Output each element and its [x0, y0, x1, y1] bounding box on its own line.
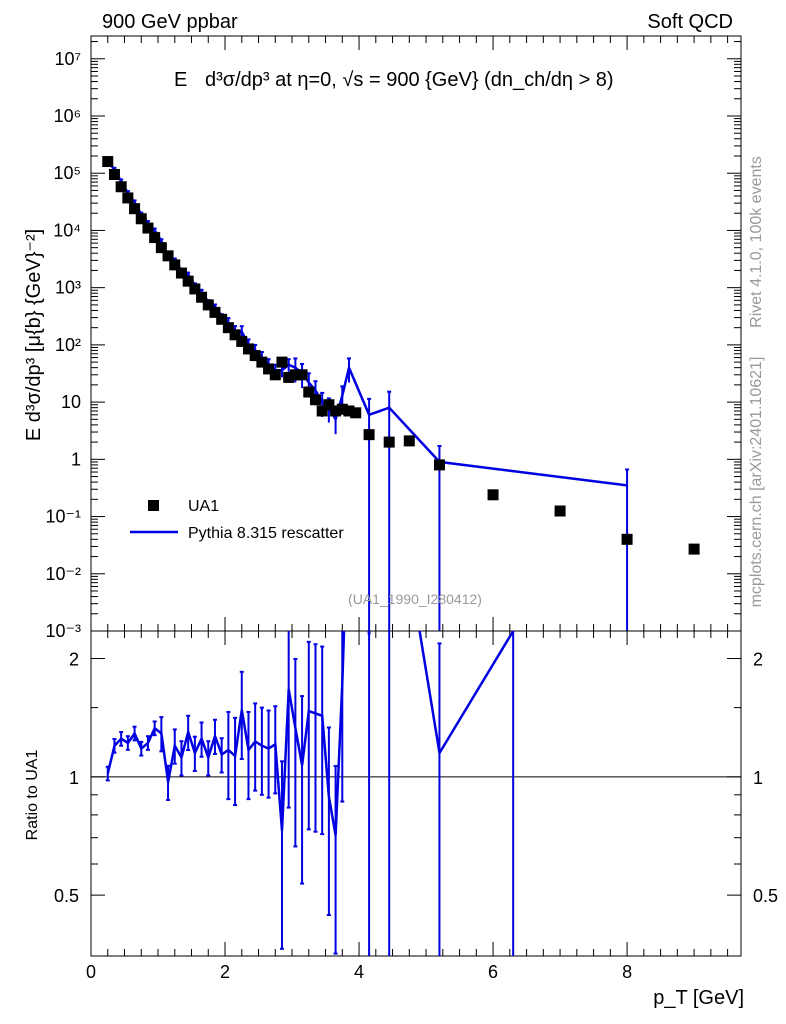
data-point [688, 543, 700, 555]
x-tick-label: 4 [354, 962, 364, 982]
data-point [350, 407, 362, 419]
x-tick-label: 0 [86, 962, 96, 982]
rivet-label: Rivet 4.1.0, 100k events [748, 156, 765, 328]
ratio-y-tick-label: 2 [69, 650, 79, 670]
data-point [196, 291, 208, 303]
main-y-tick-label: 10⁵ [54, 163, 81, 183]
ratio-frame [90, 630, 742, 957]
main-y-axis-label: E d³σ/dp³ [μ{b} {GeV}⁻²] [23, 229, 45, 441]
data-point [129, 203, 141, 215]
ratio-y-tick-label-right: 0.5 [753, 886, 778, 906]
data-point [330, 405, 342, 417]
analysis-watermark: (UA1_1990_I280412) [348, 591, 482, 607]
data-point [169, 259, 181, 271]
data-point [309, 394, 321, 406]
data-point [209, 306, 221, 318]
data-point [276, 356, 288, 368]
data-point [182, 275, 194, 287]
plot-title-prefix: E [174, 69, 187, 91]
data-point [249, 350, 261, 362]
mcplots-label: mcplots.cern.ch [arXiv:2401.10621] [748, 357, 765, 608]
data-point [289, 369, 301, 381]
data-point [316, 405, 328, 417]
x-axis-label: p_T [GeV] [653, 987, 744, 1009]
ratio-y-axis-label: Ratio to UA1 [24, 750, 41, 841]
main-y-tick-label: 10³ [55, 278, 81, 298]
header-left: 900 GeV ppbar [102, 11, 238, 33]
legend: UA1 Pythia 8.315 rescatter [130, 498, 344, 542]
data-point [175, 267, 187, 279]
data-point [433, 459, 445, 471]
ratio-y-tick-label: 1 [69, 768, 79, 788]
data-point [202, 299, 214, 311]
data-point [269, 369, 281, 381]
data-point [383, 436, 395, 448]
main-y-tick-label: 10⁶ [54, 106, 81, 126]
main-y-tick-label: 10⁴ [53, 220, 81, 240]
ratio-mc-series [105, 631, 515, 956]
main-y-tick-label: 10 [61, 392, 81, 412]
main-y-tick-label: 10⁻² [45, 564, 81, 584]
x-tick-label: 2 [220, 962, 230, 982]
data-point [149, 232, 161, 244]
data-point [222, 322, 234, 334]
main-y-tick-label: 10⁻³ [45, 621, 81, 641]
data-point [487, 489, 499, 501]
ratio-panel: 0 2 4 6 8 0.5 0.5 1 1 2 2 [54, 630, 778, 982]
data-point [256, 356, 268, 368]
legend-label-pythia: Pythia 8.315 rescatter [188, 525, 344, 542]
data-point [403, 435, 415, 447]
plot-title-formula: d³σ/dp³ at η=0, √s = 900 {GeV} (dn_ch/dη… [205, 69, 614, 91]
main-y-tick-label: 1 [71, 449, 81, 469]
ratio-y-tick-label: 0.5 [54, 886, 79, 906]
data-point [303, 386, 315, 398]
data-point [363, 429, 375, 441]
data-point [189, 283, 201, 295]
data-point [263, 363, 275, 375]
data-point [242, 343, 254, 355]
header-right: Soft QCD [647, 11, 733, 33]
x-tick-label: 6 [488, 962, 498, 982]
data-point [283, 371, 295, 383]
data-point [323, 399, 335, 411]
data-point [621, 533, 633, 545]
main-y-tick-label: 10² [55, 335, 81, 355]
x-tick-label: 8 [622, 962, 632, 982]
ratio-y-tick-label-right: 2 [753, 650, 763, 670]
data-point [216, 313, 228, 325]
data-point [142, 222, 154, 234]
data-point [122, 192, 134, 204]
main-data-series [102, 156, 700, 555]
main-panel: 10⁻³ 10⁻² 10⁻¹ 1 10 10² 10³ 10⁴ 10⁵ 10⁶ 10⁷ [45, 35, 742, 641]
legend-label-ua1: UA1 [188, 498, 219, 515]
main-mc-series [105, 158, 630, 631]
data-point [236, 335, 248, 347]
data-point [343, 405, 355, 417]
data-point [108, 168, 120, 180]
data-point [115, 181, 127, 193]
data-point [229, 329, 241, 341]
data-point [102, 156, 114, 168]
legend-marker-ua1 [148, 500, 159, 511]
data-point [155, 242, 167, 254]
main-y-tick-label: 10⁻¹ [45, 507, 81, 527]
data-point [296, 369, 308, 381]
data-point [135, 213, 147, 225]
data-point [162, 250, 174, 262]
data-point [336, 403, 348, 415]
data-point [554, 505, 566, 517]
ratio-y-tick-label-right: 1 [753, 768, 763, 788]
main-y-tick-label: 10⁷ [54, 49, 81, 69]
